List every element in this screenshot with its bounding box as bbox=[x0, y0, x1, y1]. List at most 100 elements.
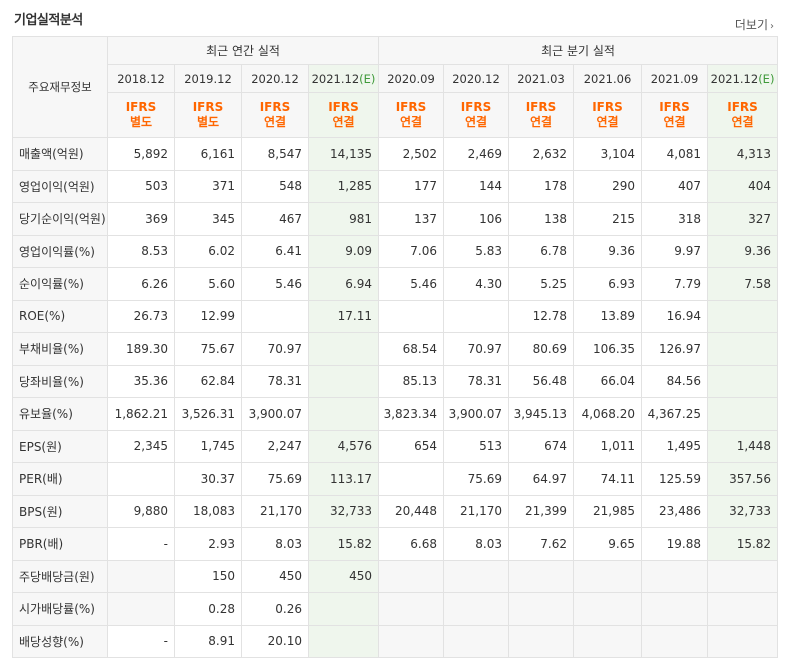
value-cell bbox=[573, 559, 642, 593]
period-label: 2021.03 bbox=[517, 71, 565, 86]
value-cell: 2,247 bbox=[241, 429, 309, 463]
value-cell: 404 bbox=[706, 169, 779, 203]
value-cell: 2,502 bbox=[378, 137, 444, 171]
value-cell: 125.59 bbox=[641, 462, 708, 496]
period-label: 2018.12 bbox=[117, 71, 165, 86]
standard-ifrs: IFRS bbox=[259, 100, 291, 114]
period-header: 2020.09 bbox=[378, 64, 444, 93]
table-row: 당기순이익(억원) 369 345 467 981 137 106 138 215 318 327 bbox=[12, 202, 779, 236]
financial-table: 주요재무정보 최근 연간 실적 최근 분기 실적 2018.12 2019.12 2… bbox=[12, 36, 779, 658]
value-cell bbox=[443, 299, 509, 333]
value-cell: 215 bbox=[573, 202, 642, 236]
value-cell: 18,083 bbox=[174, 494, 242, 528]
value-cell: 290 bbox=[573, 169, 642, 203]
value-cell: 327 bbox=[706, 202, 779, 236]
row-label: 유보율(%) bbox=[12, 397, 108, 431]
value-cell: 654 bbox=[378, 429, 444, 463]
period-label: 2021.09 bbox=[650, 71, 699, 86]
value-cell bbox=[107, 559, 175, 593]
accounting-standard: IFRS 연결 bbox=[378, 92, 444, 138]
accounting-standard: IFRS 별도 bbox=[174, 92, 242, 138]
standard-basis: 연결 bbox=[399, 115, 423, 129]
value-cell: 177 bbox=[378, 169, 444, 203]
value-cell bbox=[308, 397, 379, 431]
standard-basis: 연결 bbox=[332, 115, 355, 129]
value-cell bbox=[706, 559, 779, 593]
value-cell: 35.36 bbox=[107, 364, 175, 398]
value-cell bbox=[641, 559, 708, 593]
estimate-mark: (E) bbox=[758, 71, 775, 86]
row-label: ROE(%) bbox=[12, 299, 108, 333]
value-cell: 450 bbox=[241, 559, 309, 593]
standard-basis: 연결 bbox=[529, 115, 553, 129]
standard-basis: 별도 bbox=[129, 115, 153, 129]
row-label: EPS(원) bbox=[12, 429, 108, 463]
quarter-group-header: 최근 분기 실적 bbox=[377, 36, 779, 65]
period-header: 2021.09 bbox=[641, 64, 708, 93]
value-cell: 548 bbox=[241, 169, 309, 203]
row-label: 부채비율(%) bbox=[12, 332, 108, 366]
standard-ifrs: IFRS bbox=[395, 100, 427, 114]
value-cell bbox=[241, 299, 309, 333]
accounting-standard: IFRS 연결 bbox=[573, 92, 642, 138]
value-cell: 74.11 bbox=[573, 462, 642, 496]
value-cell: 7.79 bbox=[641, 267, 708, 301]
value-cell: 6.02 bbox=[174, 234, 242, 268]
value-cell: 3,900.07 bbox=[241, 397, 309, 431]
value-cell: 75.69 bbox=[443, 462, 509, 496]
value-cell: 8.53 bbox=[107, 234, 175, 268]
row-label: 영업이익률(%) bbox=[12, 234, 108, 268]
row-label: 영업이익(억원) bbox=[12, 169, 108, 203]
value-cell: 3,900.07 bbox=[443, 397, 509, 431]
period-header: 2019.12 bbox=[174, 64, 242, 93]
table-row: 부채비율(%) 189.30 75.67 70.97 68.54 70.97 80.69 10… bbox=[12, 332, 779, 366]
value-cell: 3,823.34 bbox=[378, 397, 444, 431]
value-cell: 8,547 bbox=[241, 137, 309, 171]
table-row: PER(배) 30.37 75.69 113.17 75.69 64.97 74.11 125… bbox=[12, 462, 779, 496]
value-cell bbox=[641, 624, 708, 658]
value-cell: 70.97 bbox=[443, 332, 509, 366]
value-cell: 23,486 bbox=[641, 494, 708, 528]
period-header: 2020.12 bbox=[443, 64, 509, 93]
value-cell: 189.30 bbox=[107, 332, 175, 366]
value-cell: 78.31 bbox=[241, 364, 309, 398]
value-cell: 450 bbox=[308, 559, 379, 593]
value-cell: 1,448 bbox=[706, 429, 779, 463]
value-cell bbox=[706, 364, 779, 398]
value-cell bbox=[378, 559, 444, 593]
value-cell: 138 bbox=[508, 202, 574, 236]
value-cell: 2,632 bbox=[508, 137, 574, 171]
value-cell: 137 bbox=[378, 202, 444, 236]
value-cell: 6.26 bbox=[107, 267, 175, 301]
period-label: 2020.09 bbox=[387, 71, 435, 86]
value-cell bbox=[706, 624, 779, 658]
value-cell: 5.46 bbox=[378, 267, 444, 301]
value-cell: 106.35 bbox=[573, 332, 642, 366]
row-label: PBR(배) bbox=[12, 527, 108, 561]
value-cell: 1,495 bbox=[641, 429, 708, 463]
standard-ifrs: IFRS bbox=[727, 100, 758, 114]
value-cell bbox=[706, 299, 779, 333]
value-cell: 16.94 bbox=[641, 299, 708, 333]
value-cell bbox=[443, 592, 509, 626]
row-label: 순이익률(%) bbox=[12, 267, 108, 301]
value-cell: 1,285 bbox=[308, 169, 379, 203]
standard-basis: 별도 bbox=[196, 115, 220, 129]
value-cell: 357.56 bbox=[706, 462, 779, 496]
more-link[interactable]: 더보기 › bbox=[735, 16, 774, 33]
value-cell: 0.26 bbox=[241, 592, 309, 626]
value-cell: 9.36 bbox=[573, 234, 642, 268]
value-cell bbox=[308, 624, 379, 658]
chevron-right-icon: › bbox=[770, 21, 774, 32]
value-cell bbox=[706, 332, 779, 366]
period-header: 2020.12 bbox=[241, 64, 309, 93]
row-label: 주당배당금(원) bbox=[12, 559, 108, 593]
table-row: 유보율(%) 1,862.21 3,526.31 3,900.07 3,823.34 3,… bbox=[12, 397, 779, 431]
accounting-standard: IFRS 연결 bbox=[443, 92, 509, 138]
value-cell: 371 bbox=[174, 169, 242, 203]
value-cell bbox=[308, 592, 379, 626]
value-cell: 6.93 bbox=[573, 267, 642, 301]
value-cell: 75.69 bbox=[241, 462, 309, 496]
row-label: 배당성향(%) bbox=[12, 624, 108, 658]
